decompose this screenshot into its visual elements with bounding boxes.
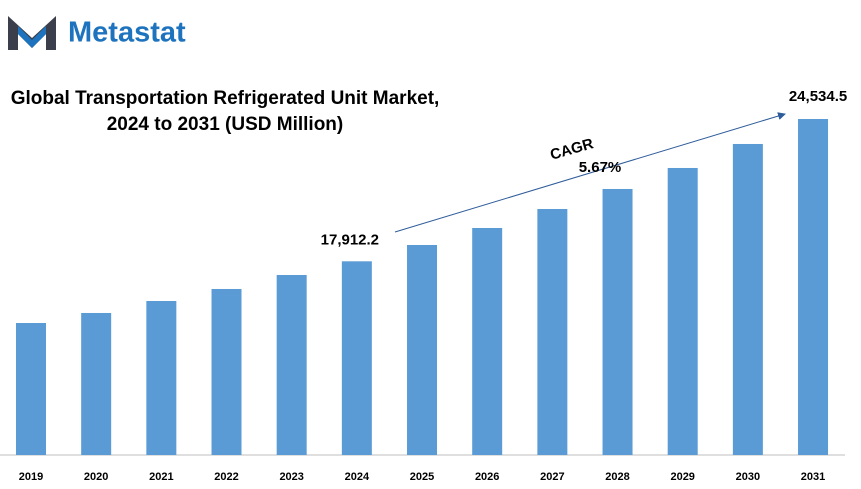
value-label: 24,534.5 xyxy=(789,88,847,105)
bar xyxy=(472,227,503,455)
logo-icon xyxy=(8,16,56,50)
x-tick-label: 2019 xyxy=(19,471,43,483)
x-tick-label: 2020 xyxy=(84,471,108,483)
bar xyxy=(341,261,372,455)
x-tick-label: 2025 xyxy=(410,471,434,483)
bar xyxy=(16,323,46,455)
bar xyxy=(211,288,242,455)
x-tick-label: 2023 xyxy=(279,471,303,483)
bar xyxy=(81,312,112,455)
x-tick-label: 2024 xyxy=(345,471,370,483)
x-tick-label: 2028 xyxy=(605,471,629,483)
annotation: 5.67% xyxy=(579,159,622,176)
x-tick-label: 2029 xyxy=(670,471,694,483)
x-tick-label: 2021 xyxy=(149,471,173,483)
bar xyxy=(407,244,438,455)
bar xyxy=(798,118,829,455)
chart-title: 2024 to 2031 (USD Million) xyxy=(107,114,344,135)
cagr-arrow xyxy=(394,112,786,233)
bar xyxy=(146,300,177,455)
bar xyxy=(732,143,763,455)
bar xyxy=(602,188,633,456)
x-tick-label: 2022 xyxy=(214,471,238,483)
x-tick-label: 2030 xyxy=(736,471,760,483)
bar xyxy=(667,167,698,455)
logo-text: Metastat xyxy=(68,17,186,49)
x-tick-label: 2031 xyxy=(801,471,825,483)
bar xyxy=(537,208,568,455)
chart-title: Global Transportation Refrigerated Unit … xyxy=(11,88,440,109)
x-tick-label: 2027 xyxy=(540,471,564,483)
value-label: 17,912.2 xyxy=(321,231,379,248)
x-tick-label: 2026 xyxy=(475,471,499,483)
bar xyxy=(276,274,307,455)
